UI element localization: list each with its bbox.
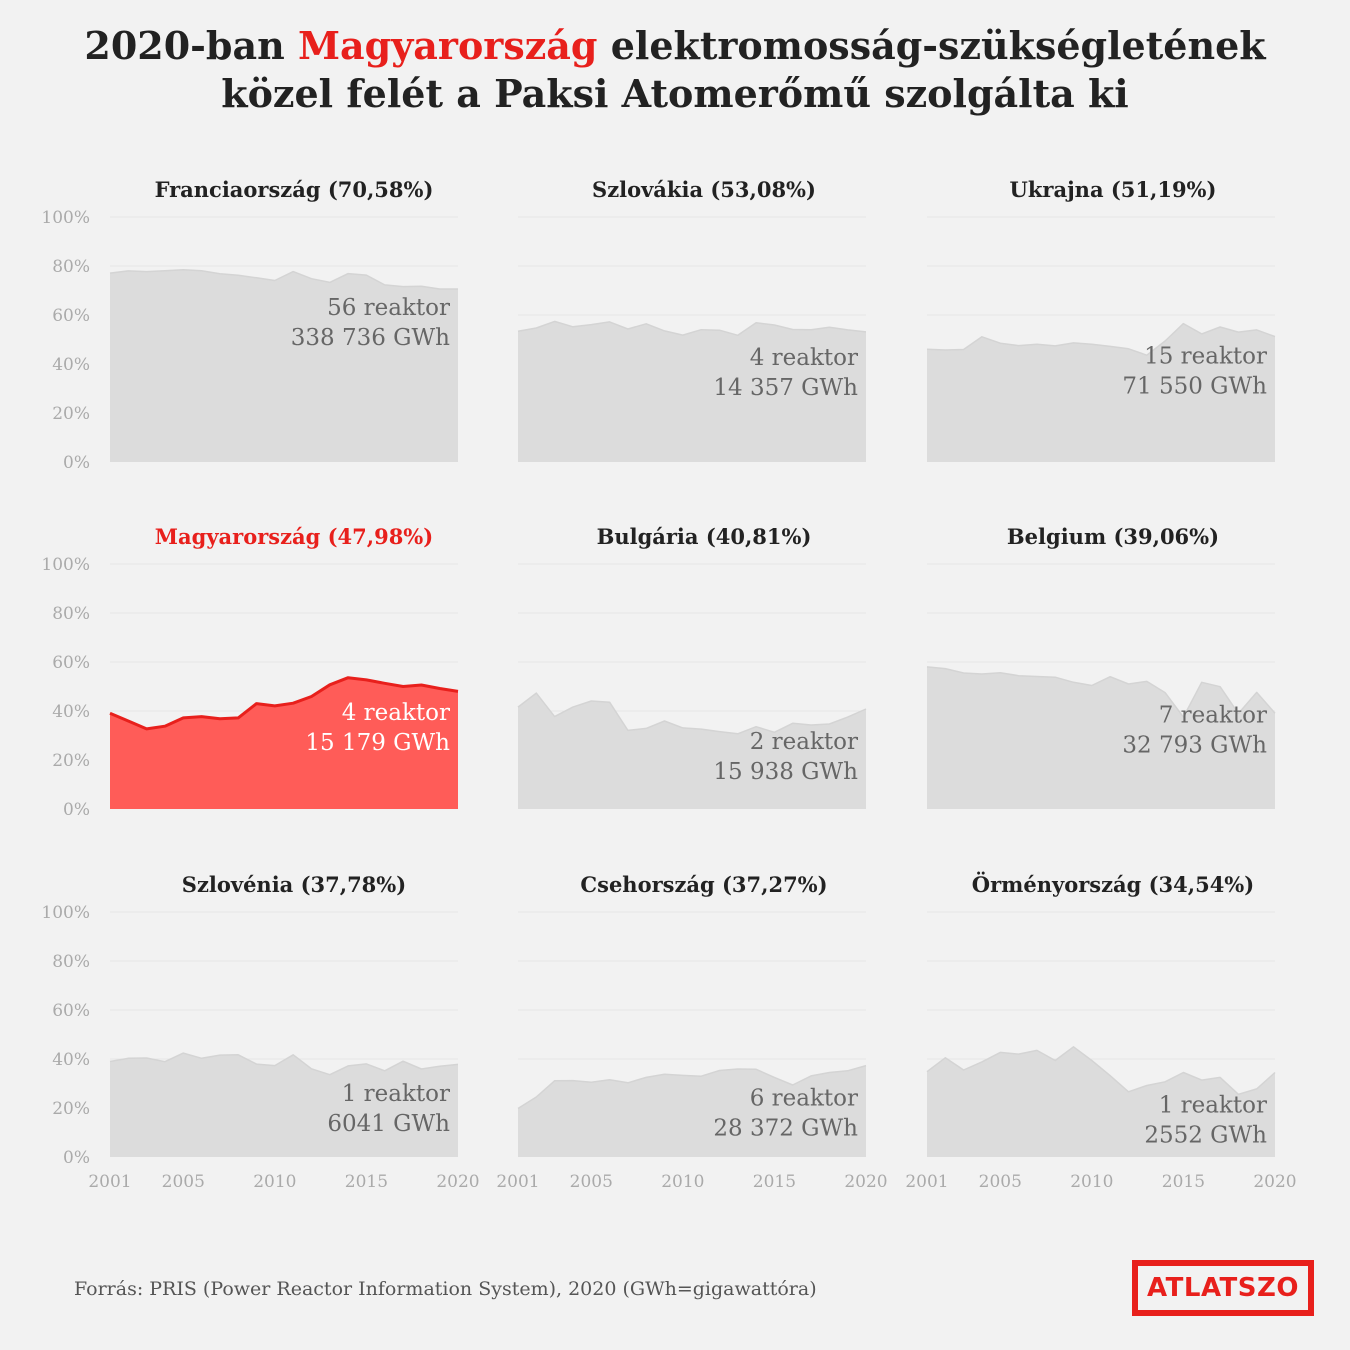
x-tick-label: 2020 [436,1172,479,1192]
x-tick-label: 2005 [162,1172,205,1192]
area-series-Szlovákia [518,321,866,462]
chart-title: Franciaország (70,58%) [155,177,434,202]
y-tick-label: 40% [52,702,90,722]
title-highlight: Magyarország [297,23,598,68]
y-tick-label: 20% [52,404,90,424]
y-tick-label: 60% [52,306,90,326]
chart-title: Csehország (37,27%) [580,872,827,897]
gwh-label: 14 357 GWh [713,375,858,401]
y-tick-label: 40% [52,355,90,375]
x-tick-label: 2020 [1253,1172,1296,1192]
reactor-count-label: 1 reaktor [1159,1092,1267,1118]
y-tick-label: 20% [52,751,90,771]
series-line [926,1046,1276,1096]
x-tick-label: 2001 [496,1172,539,1192]
source-note: Forrás: PRIS (Power Reactor Information … [74,1278,817,1300]
page-title: 2020-ban Magyarország elektromosság-szük… [0,22,1350,118]
series-line [109,268,458,290]
reactor-count-label: 4 reaktor [342,700,450,726]
reactor-count-label: 4 reaktor [750,345,858,371]
series-line [517,692,867,735]
title-line-2: közel felét a Paksi Atomerőmű szolgálta … [221,71,1129,116]
series-line [109,676,459,731]
reactor-count-label: 2 reaktor [750,729,858,755]
area-series-Csehország [518,1065,866,1157]
y-tick-label: 20% [52,1099,90,1119]
gwh-label: 71 550 GWh [1122,374,1267,400]
chart-title: Szlovénia (37,78%) [182,872,406,897]
y-tick-label: 100% [41,555,90,575]
gwh-label: 2552 GWh [1144,1122,1267,1148]
x-tick-label: 2010 [1070,1172,1113,1192]
x-tick-label: 2005 [570,1172,613,1192]
y-tick-label: 60% [52,1001,90,1021]
atlatszo-logo: ATLATSZO [1132,1260,1314,1316]
series-line [926,666,1276,718]
gwh-label: 15 938 GWh [713,759,858,785]
y-tick-label: 100% [41,208,90,228]
y-tick-label: 80% [52,952,90,972]
y-tick-label: 0% [63,453,90,473]
y-tick-label: 100% [41,903,90,923]
x-tick-label: 2015 [1162,1172,1205,1192]
reactor-count-label: 56 reaktor [327,295,450,321]
y-tick-label: 80% [52,257,90,277]
area-series-Ukrajna [927,323,1275,462]
gwh-label: 338 736 GWh [291,325,450,351]
reactor-count-label: 7 reaktor [1159,702,1267,728]
gwh-label: 28 372 GWh [713,1116,858,1142]
reactor-count-label: 15 reaktor [1144,344,1267,370]
x-tick-label: 2001 [88,1172,131,1192]
y-tick-label: 0% [63,1148,90,1168]
x-tick-label: 2001 [905,1172,948,1192]
series-line [517,320,867,337]
x-tick-label: 2010 [661,1172,704,1192]
x-tick-label: 2015 [753,1172,796,1192]
area-series-Örményország [927,1046,1275,1157]
chart-title: Ukrajna (51,19%) [1010,177,1217,202]
reactor-count-label: 1 reaktor [342,1081,450,1107]
gwh-label: 15 179 GWh [305,730,450,756]
area-series-Belgium [927,666,1275,809]
series-line [926,322,1276,356]
x-tick-label: 2015 [345,1172,388,1192]
series-line [109,1052,459,1076]
series-line [517,1064,867,1110]
chart-title: Belgium (39,06%) [1007,524,1219,549]
title-part-1: 2020-ban [84,23,298,68]
y-tick-label: 40% [52,1050,90,1070]
area-series-Magyarország [110,677,458,809]
x-tick-label: 2005 [979,1172,1022,1192]
area-series-Bulgária [518,693,866,809]
gwh-label: 32 793 GWh [1122,732,1267,758]
y-tick-label: 80% [52,604,90,624]
y-tick-label: 60% [52,653,90,673]
chart-title: Örményország (34,54%) [972,872,1254,897]
y-tick-label: 0% [63,800,90,820]
chart-title: Bulgária (40,81%) [597,524,812,549]
area-series-Szlovénia [110,1053,458,1157]
title-part-2: elektromosság-szükségletének [597,23,1266,68]
x-tick-label: 2010 [253,1172,296,1192]
title-line-1: 2020-ban Magyarország elektromosság-szük… [0,22,1350,70]
chart-title: Szlovákia (53,08%) [592,177,816,202]
area-series-Franciaország [110,269,458,462]
reactor-count-label: 6 reaktor [750,1086,858,1112]
x-tick-label: 2020 [844,1172,887,1192]
chart-title: Magyarország (47,98%) [155,524,433,549]
gwh-label: 6041 GWh [327,1111,450,1137]
